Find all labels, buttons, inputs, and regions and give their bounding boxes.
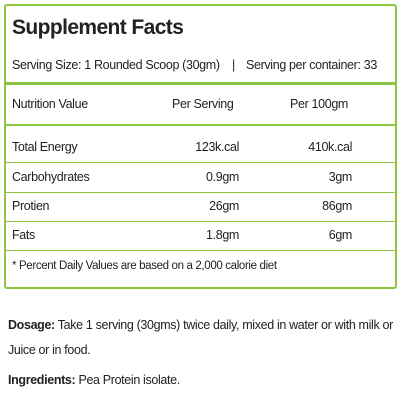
column-header: Per 100gm bbox=[290, 97, 348, 111]
title: Supplement Facts bbox=[12, 16, 184, 39]
rule bbox=[4, 124, 397, 126]
cell: 0.9gm bbox=[206, 170, 239, 184]
dosage: Dosage: Take 1 serving (30gms) twice dai… bbox=[8, 313, 394, 363]
serving-per-container: Serving per container: 33 bbox=[246, 58, 377, 72]
row-label: Total Energy bbox=[12, 140, 78, 154]
rule bbox=[4, 250, 397, 251]
cell: 86gm bbox=[322, 199, 352, 213]
column-header: Per Serving bbox=[172, 97, 234, 111]
rule bbox=[4, 221, 397, 222]
cell: 1.8gm bbox=[206, 228, 239, 242]
facts-box bbox=[4, 4, 397, 289]
row-label: Protien bbox=[12, 199, 50, 213]
dosage-text: Take 1 serving (30gms) twice daily, mixe… bbox=[8, 318, 393, 357]
cell: 26gm bbox=[209, 199, 239, 213]
dosage-label: Dosage: bbox=[8, 318, 55, 332]
cell: 3gm bbox=[328, 170, 353, 184]
cell: 6gm bbox=[328, 228, 353, 242]
row-label: Fats bbox=[12, 228, 35, 242]
cell: 123k.cal bbox=[195, 140, 239, 154]
rule bbox=[4, 162, 397, 163]
ingredients-text: Pea Protein isolate. bbox=[78, 373, 180, 387]
serving-size: Serving Size: 1 Rounded Scoop (30gm) bbox=[12, 58, 220, 72]
rule bbox=[4, 192, 397, 193]
ingredients-label: Ingredients: bbox=[8, 373, 76, 387]
ingredients: Ingredients: Pea Protein isolate. bbox=[8, 368, 394, 393]
rule bbox=[4, 82, 397, 85]
footnote: * Percent Daily Values are based on a 2,… bbox=[12, 260, 277, 272]
column-header: Nutrition Value bbox=[12, 97, 88, 111]
separator: | bbox=[232, 58, 235, 72]
cell: 410k.cal bbox=[308, 140, 352, 154]
row-label: Carbohydrates bbox=[12, 170, 90, 184]
